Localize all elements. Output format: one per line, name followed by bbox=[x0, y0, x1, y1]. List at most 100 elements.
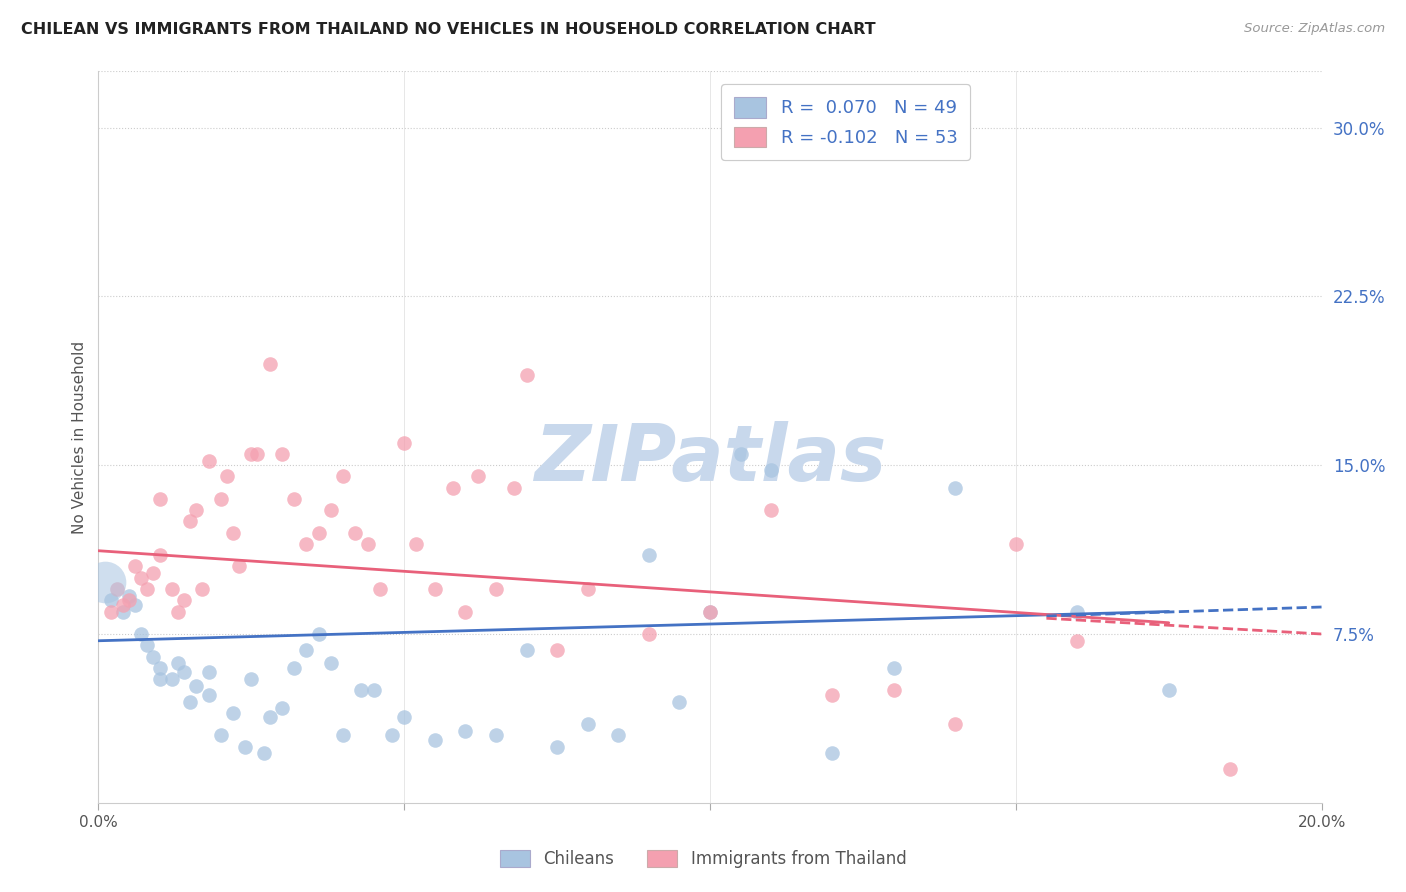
Point bbox=[356, 537, 378, 551]
Point bbox=[160, 582, 183, 596]
Point bbox=[381, 728, 404, 742]
Point bbox=[142, 649, 165, 664]
Point bbox=[308, 525, 330, 540]
Point bbox=[319, 503, 342, 517]
Point bbox=[485, 582, 508, 596]
Point bbox=[943, 481, 966, 495]
Point bbox=[173, 593, 195, 607]
Point bbox=[222, 706, 245, 720]
Point bbox=[197, 688, 219, 702]
Point bbox=[546, 642, 568, 657]
Text: ZIPatlas: ZIPatlas bbox=[534, 421, 886, 497]
Point bbox=[516, 642, 538, 657]
Point bbox=[1157, 683, 1180, 698]
Point bbox=[197, 665, 219, 680]
Point bbox=[209, 728, 232, 742]
Point bbox=[295, 537, 318, 551]
Point bbox=[129, 571, 152, 585]
Point bbox=[173, 665, 195, 680]
Point bbox=[332, 469, 354, 483]
Text: Source: ZipAtlas.com: Source: ZipAtlas.com bbox=[1244, 22, 1385, 36]
Point bbox=[179, 694, 201, 708]
Point bbox=[136, 638, 159, 652]
Point bbox=[149, 491, 172, 506]
Point bbox=[392, 435, 416, 450]
Y-axis label: No Vehicles in Household: No Vehicles in Household bbox=[72, 341, 87, 533]
Point bbox=[405, 537, 427, 551]
Point bbox=[142, 566, 165, 581]
Point bbox=[485, 728, 508, 742]
Point bbox=[576, 717, 599, 731]
Point bbox=[270, 447, 292, 461]
Point bbox=[423, 732, 446, 747]
Point bbox=[222, 525, 245, 540]
Point bbox=[308, 627, 330, 641]
Point bbox=[100, 605, 122, 619]
Point bbox=[215, 469, 238, 483]
Point bbox=[186, 503, 208, 517]
Point bbox=[191, 582, 214, 596]
Point bbox=[93, 575, 115, 590]
Text: CHILEAN VS IMMIGRANTS FROM THAILAND NO VEHICLES IN HOUSEHOLD CORRELATION CHART: CHILEAN VS IMMIGRANTS FROM THAILAND NO V… bbox=[21, 22, 876, 37]
Point bbox=[252, 746, 274, 760]
Point bbox=[160, 672, 183, 686]
Point bbox=[283, 491, 305, 506]
Point bbox=[467, 469, 489, 483]
Point bbox=[1219, 762, 1241, 776]
Point bbox=[454, 605, 477, 619]
Point bbox=[149, 661, 172, 675]
Point bbox=[319, 657, 342, 671]
Point bbox=[111, 598, 134, 612]
Point bbox=[246, 447, 269, 461]
Point bbox=[124, 559, 146, 574]
Point bbox=[607, 728, 630, 742]
Legend: R =  0.070   N = 49, R = -0.102   N = 53: R = 0.070 N = 49, R = -0.102 N = 53 bbox=[721, 84, 970, 160]
Point bbox=[118, 593, 141, 607]
Point bbox=[576, 582, 599, 596]
Point bbox=[454, 723, 477, 738]
Point bbox=[883, 661, 905, 675]
Point bbox=[259, 710, 281, 724]
Point bbox=[209, 491, 232, 506]
Legend: Chileans, Immigrants from Thailand: Chileans, Immigrants from Thailand bbox=[494, 843, 912, 875]
Point bbox=[730, 447, 752, 461]
Point bbox=[1066, 633, 1088, 648]
Point bbox=[118, 589, 141, 603]
Point bbox=[332, 728, 354, 742]
Point bbox=[149, 548, 172, 562]
Point bbox=[637, 548, 661, 562]
Point bbox=[136, 582, 159, 596]
Point bbox=[1004, 537, 1026, 551]
Point bbox=[821, 688, 844, 702]
Point bbox=[149, 672, 172, 686]
Point bbox=[441, 481, 464, 495]
Point bbox=[821, 746, 844, 760]
Point bbox=[503, 481, 526, 495]
Point bbox=[228, 559, 250, 574]
Point bbox=[186, 679, 208, 693]
Point bbox=[363, 683, 385, 698]
Point bbox=[943, 717, 966, 731]
Point bbox=[197, 453, 219, 467]
Point bbox=[124, 598, 146, 612]
Point bbox=[1066, 605, 1088, 619]
Point bbox=[129, 627, 152, 641]
Point bbox=[546, 739, 568, 754]
Point bbox=[283, 661, 305, 675]
Point bbox=[240, 447, 263, 461]
Point bbox=[350, 683, 373, 698]
Point bbox=[699, 605, 721, 619]
Point bbox=[423, 582, 446, 596]
Point bbox=[111, 605, 134, 619]
Point bbox=[240, 672, 263, 686]
Point bbox=[167, 657, 190, 671]
Point bbox=[233, 739, 256, 754]
Point bbox=[105, 582, 128, 596]
Point bbox=[516, 368, 538, 383]
Point bbox=[699, 605, 721, 619]
Point bbox=[295, 642, 318, 657]
Point bbox=[179, 515, 201, 529]
Point bbox=[759, 463, 782, 477]
Point bbox=[368, 582, 391, 596]
Point bbox=[167, 605, 190, 619]
